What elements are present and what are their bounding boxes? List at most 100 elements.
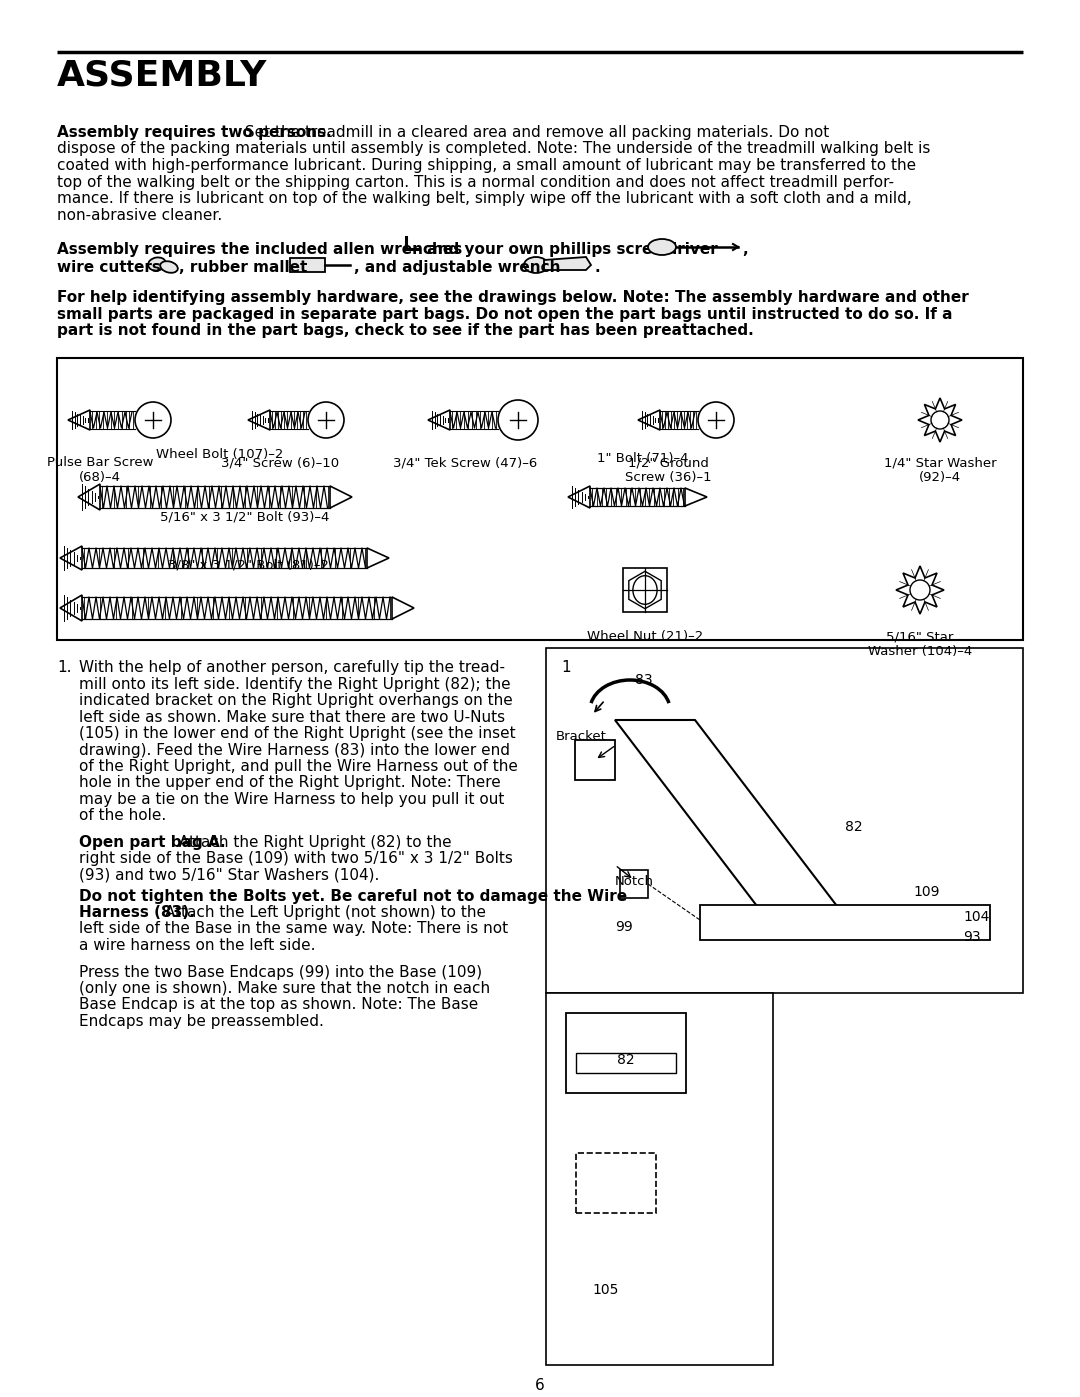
Text: hole in the upper end of the Right Upright. Note: There: hole in the upper end of the Right Uprig… [79, 775, 501, 791]
Text: .: . [594, 260, 599, 275]
Text: and your own phillips screwdriver: and your own phillips screwdriver [422, 242, 718, 257]
FancyBboxPatch shape [546, 648, 1023, 993]
Text: left side of the Base in the same way. Note: There is not: left side of the Base in the same way. N… [79, 922, 508, 936]
Text: 3/8" x 3 1/2" Bolt (81)–2: 3/8" x 3 1/2" Bolt (81)–2 [167, 559, 328, 571]
Text: 1: 1 [561, 659, 570, 675]
Text: coated with high-performance lubricant. During shipping, a small amount of lubri: coated with high-performance lubricant. … [57, 158, 916, 173]
Polygon shape [575, 740, 615, 780]
Text: 5/16" x 3 1/2" Bolt (93)–4: 5/16" x 3 1/2" Bolt (93)–4 [160, 511, 329, 524]
Polygon shape [544, 257, 591, 270]
Circle shape [910, 580, 930, 599]
Polygon shape [392, 597, 414, 619]
Polygon shape [68, 409, 90, 430]
Polygon shape [367, 548, 389, 569]
Text: 3/4" Tek Screw (47)–6: 3/4" Tek Screw (47)–6 [393, 455, 537, 469]
Text: 82: 82 [617, 1053, 635, 1067]
Text: Do not tighten the Bolts yet. Be careful not to damage the Wire: Do not tighten the Bolts yet. Be careful… [79, 888, 627, 904]
Text: Harness (83).: Harness (83). [79, 905, 194, 921]
Text: may be a tie on the Wire Harness to help you pull it out: may be a tie on the Wire Harness to help… [79, 792, 504, 807]
Text: wire cutters: wire cutters [57, 260, 161, 275]
Text: Bracket: Bracket [556, 731, 607, 743]
FancyBboxPatch shape [291, 258, 325, 272]
FancyBboxPatch shape [623, 569, 667, 612]
Text: 1/4" Star Washer
(92)–4: 1/4" Star Washer (92)–4 [883, 455, 997, 483]
FancyBboxPatch shape [57, 358, 1023, 640]
Text: Press the two Base Endcaps (99) into the Base (109): Press the two Base Endcaps (99) into the… [79, 964, 482, 979]
Text: mance. If there is lubricant on top of the walking belt, simply wipe off the lub: mance. If there is lubricant on top of t… [57, 191, 912, 205]
Text: right side of the Base (109) with two 5/16" x 3 1/2" Bolts: right side of the Base (109) with two 5/… [79, 852, 513, 866]
Text: dispose of the packing materials until assembly is completed. Note: The undersid: dispose of the packing materials until a… [57, 141, 930, 156]
Text: 105: 105 [593, 1282, 619, 1296]
Text: Base Endcap is at the top as shown. Note: The Base: Base Endcap is at the top as shown. Note… [79, 997, 478, 1013]
FancyBboxPatch shape [576, 1053, 676, 1073]
Text: non-abrasive cleaner.: non-abrasive cleaner. [57, 208, 222, 222]
Text: 1.: 1. [57, 659, 71, 675]
Text: , rubber mallet: , rubber mallet [179, 260, 308, 275]
FancyBboxPatch shape [576, 1153, 656, 1213]
Polygon shape [629, 571, 661, 609]
Text: Assembly requires the included allen wrenches: Assembly requires the included allen wre… [57, 242, 462, 257]
Polygon shape [330, 486, 352, 509]
Text: of the Right Upright, and pull the Wire Harness out of the: of the Right Upright, and pull the Wire … [79, 759, 518, 774]
Text: mill onto its left side. Identify the Right Upright (82); the: mill onto its left side. Identify the Ri… [79, 676, 511, 692]
Text: Wheel Bolt (107)–2: Wheel Bolt (107)–2 [157, 448, 284, 461]
Ellipse shape [633, 576, 657, 605]
Text: (93) and two 5/16" Star Washers (104).: (93) and two 5/16" Star Washers (104). [79, 868, 379, 883]
Text: left side as shown. Make sure that there are two U-Nuts: left side as shown. Make sure that there… [79, 710, 505, 725]
Text: Attach the Left Upright (not shown) to the: Attach the Left Upright (not shown) to t… [160, 905, 486, 921]
Text: 83: 83 [635, 673, 652, 687]
Text: Open part bag A.: Open part bag A. [79, 835, 226, 849]
Text: 93: 93 [963, 930, 981, 944]
Ellipse shape [148, 257, 166, 271]
Text: small parts are packaged in separate part bags. Do not open the part bags until : small parts are packaged in separate par… [57, 306, 953, 321]
Text: indicated bracket on the Right Upright overhangs on the: indicated bracket on the Right Upright o… [79, 693, 513, 708]
FancyBboxPatch shape [566, 1013, 686, 1092]
Ellipse shape [160, 261, 178, 272]
Polygon shape [78, 483, 100, 510]
Text: (only one is shown). Make sure that the notch in each: (only one is shown). Make sure that the … [79, 981, 490, 996]
Text: Attach the Right Upright (82) to the: Attach the Right Upright (82) to the [174, 835, 451, 849]
Text: 109: 109 [913, 886, 940, 900]
Text: Notch: Notch [615, 875, 654, 888]
Text: drawing). Feed the Wire Harness (83) into the lower end: drawing). Feed the Wire Harness (83) int… [79, 742, 510, 757]
Polygon shape [896, 566, 944, 615]
Text: 3/4" Screw (6)–10: 3/4" Screw (6)–10 [221, 455, 339, 469]
Circle shape [498, 400, 538, 440]
Text: (105) in the lower end of the Right Upright (see the inset: (105) in the lower end of the Right Upri… [79, 726, 515, 740]
Polygon shape [918, 398, 962, 441]
Text: ASSEMBLY: ASSEMBLY [57, 59, 267, 92]
Polygon shape [638, 409, 660, 430]
Text: Assembly requires two persons.: Assembly requires two persons. [57, 124, 332, 140]
Text: part is not found in the part bags, check to see if the part has been preattache: part is not found in the part bags, chec… [57, 323, 754, 338]
FancyBboxPatch shape [700, 905, 990, 940]
Text: 99: 99 [615, 921, 633, 935]
Polygon shape [685, 488, 707, 506]
Text: 1" Bolt (71)–4: 1" Bolt (71)–4 [597, 453, 689, 465]
Polygon shape [615, 719, 840, 909]
Polygon shape [428, 409, 450, 430]
Text: With the help of another person, carefully tip the tread-: With the help of another person, careful… [79, 659, 505, 675]
Circle shape [698, 402, 734, 439]
Text: top of the walking belt or the shipping carton. This is a normal condition and d: top of the walking belt or the shipping … [57, 175, 894, 190]
Text: 5/16" Star
Washer (104)–4: 5/16" Star Washer (104)–4 [868, 630, 972, 658]
Circle shape [135, 402, 171, 439]
FancyBboxPatch shape [620, 870, 648, 898]
Polygon shape [248, 409, 270, 430]
Text: For help identifying assembly hardware, see the drawings below. Note: The assemb: For help identifying assembly hardware, … [57, 291, 969, 305]
Text: Pulse Bar Screw
(68)–4: Pulse Bar Screw (68)–4 [46, 455, 153, 483]
Circle shape [931, 411, 949, 429]
Text: Set the treadmill in a cleared area and remove all packing materials. Do not: Set the treadmill in a cleared area and … [240, 124, 829, 140]
Polygon shape [568, 486, 590, 509]
Text: 104: 104 [963, 909, 989, 923]
Text: 82: 82 [845, 820, 863, 834]
Text: 6: 6 [535, 1377, 545, 1393]
Text: of the hole.: of the hole. [79, 809, 166, 823]
FancyBboxPatch shape [546, 993, 773, 1365]
Text: , and adjustable wrench: , and adjustable wrench [354, 260, 561, 275]
Circle shape [308, 402, 345, 439]
Text: 1/2" Ground
Screw (36)–1: 1/2" Ground Screw (36)–1 [624, 455, 712, 483]
Text: Endcaps may be preassembled.: Endcaps may be preassembled. [79, 1014, 324, 1030]
Text: a wire harness on the left side.: a wire harness on the left side. [79, 937, 315, 953]
Ellipse shape [524, 257, 548, 272]
Text: Wheel Nut (21)–2: Wheel Nut (21)–2 [586, 630, 703, 643]
